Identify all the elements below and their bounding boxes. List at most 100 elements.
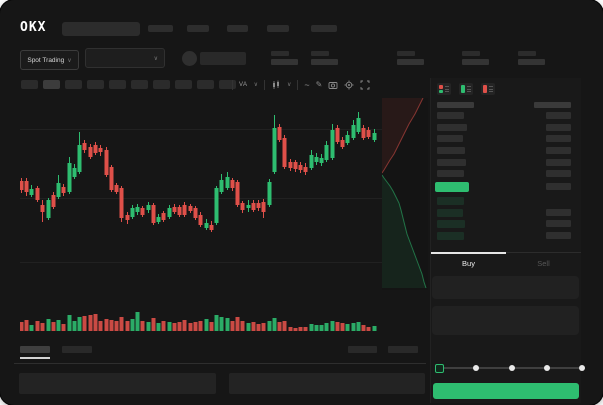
price-input[interactable] xyxy=(432,276,579,299)
indicator-label[interactable]: VA xyxy=(239,81,248,88)
candle-type-icon[interactable] xyxy=(271,80,281,90)
interval-button-7[interactable] xyxy=(153,80,170,89)
tab-buy[interactable]: Buy xyxy=(462,259,475,268)
interval-button-8[interactable] xyxy=(175,80,192,89)
depth-chart[interactable] xyxy=(382,98,428,290)
price-placeholder xyxy=(437,232,464,241)
price-column-header xyxy=(437,102,474,108)
price-placeholder xyxy=(437,208,463,217)
line-chart-icon[interactable]: ~ xyxy=(304,79,310,90)
bottom-tab-active-indicator xyxy=(20,357,50,359)
settings-gear-icon[interactable] xyxy=(344,80,354,90)
bottom-placeholder-panel-1 xyxy=(19,373,216,394)
bottom-placeholder-panel-2 xyxy=(229,373,425,394)
divider xyxy=(297,79,299,90)
candlestick-chart[interactable] xyxy=(20,98,382,335)
amount-placeholder xyxy=(546,208,571,216)
orderbook-last-price-row[interactable] xyxy=(431,181,581,193)
slider-stop-3[interactable] xyxy=(508,365,515,371)
interval-button-4[interactable] xyxy=(87,80,104,89)
interval-button-10[interactable] xyxy=(219,80,236,89)
buy-submit-button[interactable] xyxy=(433,383,579,399)
divider xyxy=(232,79,233,90)
active-tab-indicator xyxy=(431,252,506,254)
price-placeholder xyxy=(437,197,464,205)
slider-handle[interactable] xyxy=(435,364,444,373)
pair-select-dropdown[interactable]: ∨ xyxy=(85,48,165,68)
last-price-placeholder xyxy=(200,52,246,65)
price-placeholder xyxy=(437,158,466,166)
interval-button-9[interactable] xyxy=(197,80,214,89)
orderbook-trade-panel: Buy Sell xyxy=(430,78,585,403)
bottom-tab-active[interactable] xyxy=(20,346,50,353)
tab-sell[interactable]: Sell xyxy=(537,259,550,268)
orderbook-bid-row-3[interactable] xyxy=(431,218,581,230)
slider-stop-2[interactable] xyxy=(473,365,480,371)
coin-avatar[interactable] xyxy=(182,51,197,66)
amount-placeholder xyxy=(546,147,571,155)
interval-button-6[interactable] xyxy=(131,80,148,89)
chevron-down-icon[interactable]: ∨ xyxy=(253,82,258,88)
market-type-label: Spot Trading xyxy=(27,56,65,64)
interval-button-row xyxy=(21,80,236,89)
ticker-stat-5 xyxy=(518,51,545,65)
orderbook-asks-view-icon[interactable] xyxy=(481,83,495,95)
orderbook-ask-row-6[interactable] xyxy=(431,168,581,180)
orderbook-asks xyxy=(431,110,581,180)
nav-item-5[interactable] xyxy=(311,25,337,32)
search-input[interactable] xyxy=(62,22,140,36)
orderbook-ask-row-1[interactable] xyxy=(431,110,581,122)
orderbook-bid-row-2[interactable] xyxy=(431,207,581,219)
amount-column-header xyxy=(534,102,571,108)
market-type-dropdown[interactable]: Spot Trading ∨ xyxy=(20,50,79,70)
fullscreen-icon[interactable] xyxy=(360,80,370,90)
last-price-amount-placeholder xyxy=(546,183,571,190)
ticker-stat-4 xyxy=(462,51,489,65)
orderbook-ask-row-3[interactable] xyxy=(431,133,581,145)
orderbook-bid-row-4[interactable] xyxy=(431,230,581,242)
nav-item-3[interactable] xyxy=(227,25,248,32)
chevron-down-icon: ∨ xyxy=(67,57,72,64)
bottom-filter-chip-1[interactable] xyxy=(348,346,377,353)
amount-placeholder xyxy=(546,232,571,240)
chart-toolbar-icons: VA ∨ ∨ ~ ✎ xyxy=(232,78,370,91)
orderbook-bids-view-icon[interactable] xyxy=(459,83,473,95)
ticker-stat-1 xyxy=(271,51,298,65)
interval-button-1[interactable] xyxy=(21,80,38,89)
amount-placeholder xyxy=(546,135,571,143)
amount-input[interactable] xyxy=(432,306,579,335)
amount-placeholder xyxy=(546,220,571,228)
draw-tools-icon[interactable]: ✎ xyxy=(315,80,323,89)
orderbook-bid-row-1[interactable] xyxy=(431,195,581,207)
price-placeholder xyxy=(437,135,463,143)
slider-stop-4[interactable] xyxy=(543,365,550,371)
amount-placeholder xyxy=(546,158,571,166)
bottom-tab-2[interactable] xyxy=(62,346,92,353)
bottom-divider xyxy=(14,363,426,364)
price-placeholder xyxy=(437,123,467,131)
ticker-stat-3 xyxy=(397,51,424,65)
chevron-down-icon: ∨ xyxy=(153,55,158,62)
orderbook-ask-row-2[interactable] xyxy=(431,122,581,134)
chevron-down-icon[interactable]: ∨ xyxy=(286,82,292,88)
camera-icon[interactable] xyxy=(328,80,338,90)
orderbook-ask-row-4[interactable] xyxy=(431,145,581,157)
price-placeholder xyxy=(437,170,464,178)
orderbook-combined-view-icon[interactable] xyxy=(437,83,451,95)
nav-item-1[interactable] xyxy=(148,25,173,32)
interval-button-5[interactable] xyxy=(109,80,126,89)
price-placeholder xyxy=(437,112,464,119)
ticker-stat-2 xyxy=(311,51,338,65)
divider xyxy=(263,79,265,90)
amount-slider[interactable] xyxy=(431,362,585,374)
interval-button-3[interactable] xyxy=(65,80,82,89)
slider-stop-5[interactable] xyxy=(579,365,585,371)
interval-button-2[interactable] xyxy=(43,80,60,89)
amount-placeholder xyxy=(546,170,571,178)
orderbook-ask-row-5[interactable] xyxy=(431,157,581,169)
bottom-filter-chip-2[interactable] xyxy=(388,346,418,353)
nav-item-4[interactable] xyxy=(267,25,289,32)
price-placeholder xyxy=(437,220,465,229)
nav-item-2[interactable] xyxy=(187,25,209,32)
